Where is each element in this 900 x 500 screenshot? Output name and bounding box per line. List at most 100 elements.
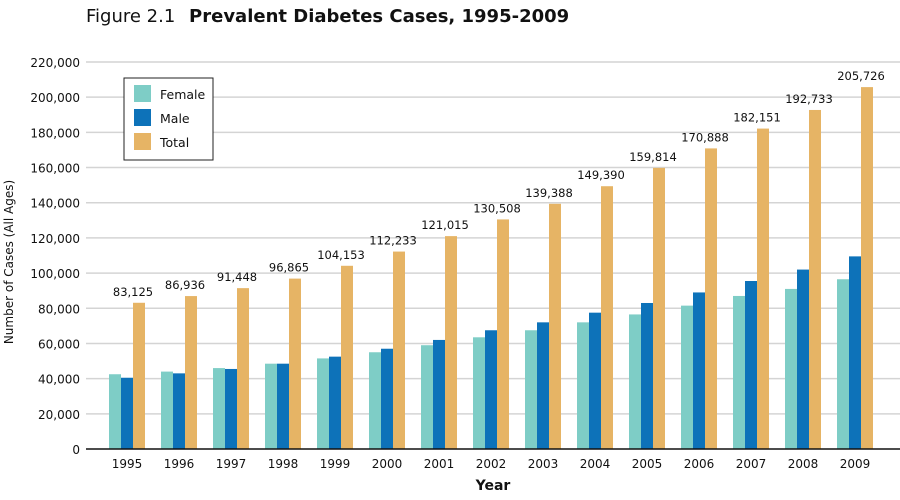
y-tick-label: 20,000 xyxy=(38,408,80,422)
data-label: 130,508 xyxy=(473,201,521,215)
bar-female xyxy=(733,295,745,449)
bar-total xyxy=(445,236,457,449)
bar-female xyxy=(317,358,329,449)
data-label: 83,125 xyxy=(113,285,153,299)
x-tick-label: 2006 xyxy=(684,457,715,471)
bar-female xyxy=(161,371,173,449)
bar-total xyxy=(809,109,821,449)
x-tick-label: 2001 xyxy=(424,457,455,471)
bar-female xyxy=(421,345,433,449)
bar-male xyxy=(485,330,497,449)
bar-total xyxy=(393,251,405,449)
bar-total xyxy=(237,288,249,449)
bar-male xyxy=(693,292,705,449)
bar-male xyxy=(641,302,653,449)
y-tick-label: 220,000 xyxy=(30,56,80,70)
data-label: 139,388 xyxy=(525,186,573,200)
bar-male xyxy=(329,356,341,449)
title-text: Prevalent Diabetes Cases, 1995-2009 xyxy=(189,6,570,27)
data-label: 159,814 xyxy=(629,150,677,164)
bar-total xyxy=(133,302,145,449)
bar-total xyxy=(289,278,301,449)
x-axis-label: Year xyxy=(475,478,511,494)
legend-label: Total xyxy=(159,135,189,150)
data-label: 104,153 xyxy=(317,248,365,262)
bar-male xyxy=(745,281,757,449)
bar-female xyxy=(629,314,641,449)
bar-female xyxy=(525,330,537,449)
legend-swatch-male xyxy=(134,109,151,126)
data-label: 91,448 xyxy=(217,270,257,284)
data-label: 112,233 xyxy=(369,234,417,248)
bar-total xyxy=(861,87,873,450)
data-label: 182,151 xyxy=(733,111,781,125)
y-tick-label: 100,000 xyxy=(30,267,80,281)
data-label: 149,390 xyxy=(577,168,625,182)
y-tick-label: 60,000 xyxy=(38,337,80,351)
bar-male xyxy=(537,322,549,449)
bar-male xyxy=(173,373,185,449)
x-tick-label: 1997 xyxy=(216,457,247,471)
bar-male xyxy=(225,368,237,449)
bar-female xyxy=(785,288,797,449)
bar-female xyxy=(109,374,121,449)
bar-total xyxy=(341,265,353,449)
bar-total xyxy=(653,167,665,449)
bar-male xyxy=(589,312,601,449)
x-tick-label: 2000 xyxy=(372,457,403,471)
bar-total xyxy=(757,128,769,449)
y-tick-label: 200,000 xyxy=(30,91,80,105)
y-tick-label: 40,000 xyxy=(38,373,80,387)
data-label: 96,865 xyxy=(269,261,309,275)
y-axis-label: Number of Cases (All Ages) xyxy=(2,180,16,344)
bar-male xyxy=(277,363,289,449)
bar-male xyxy=(121,377,133,449)
x-tick-label: 2007 xyxy=(736,457,767,471)
legend-label: Female xyxy=(160,87,206,102)
x-tick-label: 2005 xyxy=(632,457,663,471)
bar-male xyxy=(849,256,861,449)
bar-female xyxy=(265,363,277,449)
x-tick-label: 2004 xyxy=(580,457,611,471)
chart-title: Figure 2.1 Prevalent Diabetes Cases, 199… xyxy=(86,6,569,27)
bar-total xyxy=(601,186,613,449)
x-tick-label: 2008 xyxy=(788,457,819,471)
bar-female xyxy=(369,352,381,449)
y-tick-label: 180,000 xyxy=(30,126,80,140)
legend-swatch-total xyxy=(134,133,151,150)
x-tick-label: 2003 xyxy=(528,457,559,471)
x-tick-label: 1998 xyxy=(268,457,299,471)
bar-male xyxy=(797,269,809,449)
bar-total xyxy=(549,203,561,449)
legend-swatch-female xyxy=(134,85,151,102)
bar-male xyxy=(433,339,445,449)
bar-female xyxy=(681,305,693,449)
y-tick-label: 140,000 xyxy=(30,197,80,211)
bar-total xyxy=(497,219,509,449)
x-tick-label: 1995 xyxy=(112,457,143,471)
x-tick-label: 2009 xyxy=(840,457,871,471)
data-label: 170,888 xyxy=(681,130,729,144)
data-label: 86,936 xyxy=(165,278,205,292)
bar-female xyxy=(213,368,225,449)
y-tick-label: 120,000 xyxy=(30,232,80,246)
bar-female xyxy=(473,337,485,449)
bar-total xyxy=(185,296,197,449)
bar-female xyxy=(837,279,849,449)
y-tick-label: 160,000 xyxy=(30,162,80,176)
data-label: 205,726 xyxy=(837,69,885,83)
x-tick-label: 1996 xyxy=(164,457,195,471)
x-tick-label: 1999 xyxy=(320,457,351,471)
y-tick-label: 0 xyxy=(72,443,80,457)
data-label: 192,733 xyxy=(785,92,833,106)
bar-male xyxy=(381,348,393,449)
legend-label: Male xyxy=(160,111,190,126)
x-tick-label: 2002 xyxy=(476,457,507,471)
figure-label: Figure 2.1 xyxy=(86,6,176,27)
y-tick-label: 80,000 xyxy=(38,302,80,316)
bar-total xyxy=(705,148,717,450)
data-label: 121,015 xyxy=(421,218,469,232)
bar-female xyxy=(577,322,589,449)
